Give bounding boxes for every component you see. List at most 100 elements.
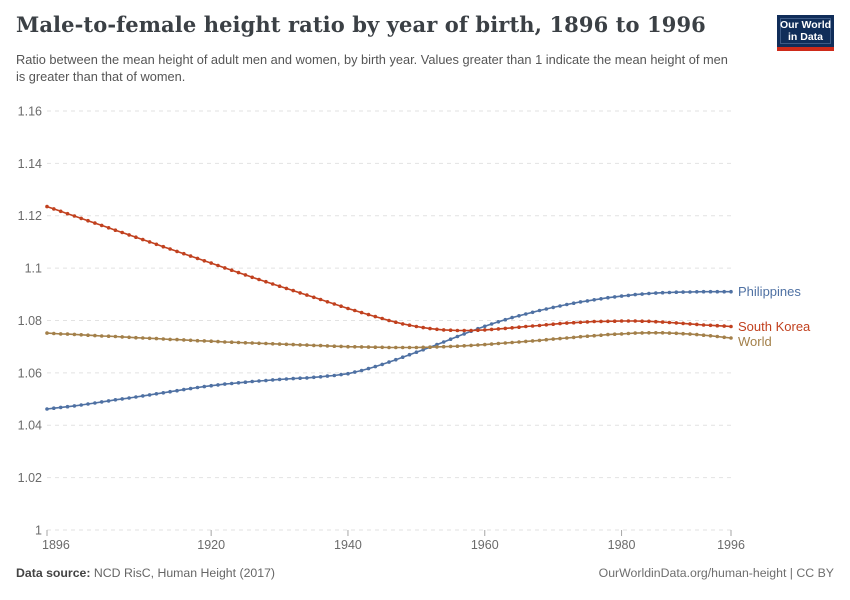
data-point <box>223 382 227 386</box>
chart-title: Male-to-female height ratio by year of b… <box>16 12 706 37</box>
data-point <box>606 319 610 324</box>
data-point <box>489 327 494 332</box>
data-point <box>366 366 371 371</box>
data-point <box>688 332 692 336</box>
data-point <box>366 345 371 349</box>
data-point <box>209 261 213 265</box>
owid-footer-link[interactable]: OurWorldinData.org/human-height | CC BY <box>598 566 834 580</box>
data-point <box>106 226 111 230</box>
data-point <box>373 345 378 350</box>
data-point <box>270 342 275 346</box>
data-point <box>353 308 357 313</box>
data-point <box>127 335 131 340</box>
data-point <box>455 328 460 333</box>
data-source-label: Data source: <box>16 566 91 580</box>
data-point <box>161 391 166 395</box>
y-axis-tick-label: 1.16 <box>18 104 42 118</box>
data-point <box>667 320 672 325</box>
data-point <box>387 360 391 364</box>
data-point <box>428 345 432 350</box>
data-point <box>284 342 289 347</box>
data-point <box>612 295 617 299</box>
data-point <box>517 314 521 318</box>
data-point <box>141 394 145 398</box>
data-point <box>667 331 672 335</box>
data-point <box>435 345 439 349</box>
data-point <box>414 345 419 350</box>
data-point <box>729 324 733 329</box>
data-point <box>647 291 651 296</box>
data-point <box>729 289 733 294</box>
data-point <box>530 324 535 328</box>
data-point <box>578 334 583 339</box>
data-point <box>421 325 426 330</box>
data-point <box>612 319 617 324</box>
data-point <box>202 339 207 343</box>
data-point <box>612 332 617 337</box>
data-point <box>72 332 77 337</box>
x-axis-tick-label: 1896 <box>42 538 70 552</box>
data-point <box>708 289 713 294</box>
data-point <box>298 343 302 347</box>
data-source: Data source: NCD RisC, Human Height (201… <box>16 566 275 580</box>
series-world[interactable]: World <box>45 331 772 350</box>
data-point <box>154 242 159 247</box>
data-point <box>305 293 309 297</box>
data-point <box>640 292 644 296</box>
data-point <box>510 315 514 320</box>
data-point <box>496 341 501 346</box>
data-point <box>674 321 679 325</box>
data-point <box>243 380 248 385</box>
data-point <box>558 336 562 341</box>
data-point <box>667 290 672 295</box>
data-point <box>332 373 337 378</box>
data-point <box>483 342 487 347</box>
data-point <box>455 344 460 349</box>
data-point <box>606 295 610 300</box>
data-point <box>223 340 227 344</box>
data-point <box>571 320 576 325</box>
data-point <box>353 345 357 349</box>
owid-logo-line2: in Data <box>787 31 823 43</box>
data-point <box>530 310 535 315</box>
data-point <box>571 301 576 306</box>
data-point <box>134 235 138 239</box>
data-point <box>168 389 172 394</box>
data-point <box>141 336 145 340</box>
data-point <box>209 339 213 344</box>
data-point <box>229 268 234 273</box>
data-point <box>305 343 309 347</box>
series-label-south-korea[interactable]: South Korea <box>738 319 811 334</box>
owid-logo[interactable]: Our World in Data <box>777 15 834 51</box>
y-axis-tick-label: 1.14 <box>18 157 42 171</box>
data-point <box>681 321 685 326</box>
data-point <box>346 306 350 311</box>
data-point <box>654 331 658 335</box>
data-point <box>291 288 296 293</box>
series-philippines[interactable]: Philippines <box>45 284 801 411</box>
data-point <box>503 341 508 345</box>
data-point <box>175 388 179 393</box>
data-point <box>106 399 111 403</box>
data-point <box>448 328 453 333</box>
data-point <box>619 319 624 323</box>
data-point <box>298 376 302 381</box>
data-point <box>312 375 316 380</box>
data-point <box>339 304 343 309</box>
data-point <box>373 364 378 369</box>
data-point <box>640 319 644 324</box>
data-point <box>489 342 494 346</box>
data-point <box>558 321 562 326</box>
series-label-world[interactable]: World <box>738 334 772 349</box>
data-point <box>257 379 261 383</box>
data-point <box>264 378 268 383</box>
data-point <box>510 340 514 345</box>
data-point <box>441 328 446 332</box>
data-point <box>318 343 323 348</box>
series-south-korea[interactable]: South Korea <box>45 204 811 334</box>
data-point <box>250 379 254 384</box>
data-point <box>400 355 405 360</box>
data-point <box>599 333 603 338</box>
series-label-philippines[interactable]: Philippines <box>738 284 801 299</box>
